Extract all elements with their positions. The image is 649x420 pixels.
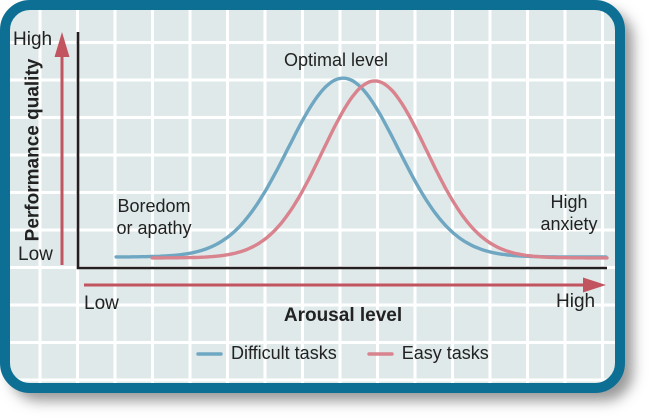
- annotation-boredom-line1: Boredom: [117, 196, 191, 216]
- annotation-anxiety-line2: anxiety: [540, 214, 598, 234]
- chart-legend: Difficult tasks Easy tasks: [196, 343, 489, 364]
- legend-label-difficult-tasks: Difficult tasks: [231, 343, 337, 363]
- annotation-anxiety-line1: High: [550, 192, 588, 212]
- annotation-boredom-line2: or apathy: [116, 218, 192, 238]
- legend-item-easy-tasks: Easy tasks: [367, 343, 489, 364]
- x-axis-title: Arousal level: [283, 305, 403, 326]
- annotation-boredom-apathy: Boredom or apathy: [116, 195, 191, 239]
- x-axis-high-tick: High: [556, 291, 596, 312]
- annotation-high-anxiety: High anxiety: [540, 191, 597, 235]
- legend-item-difficult-tasks: Difficult tasks: [196, 343, 337, 364]
- y-axis-title: Performance quality: [22, 58, 44, 242]
- legend-swatch-difficult-tasks-icon: [196, 351, 223, 356]
- legend-swatch-easy-tasks-icon: [367, 351, 394, 356]
- x-axis-low-tick: Low: [84, 293, 119, 314]
- annotation-optimal-level: Optimal level: [283, 50, 389, 70]
- y-axis-low-tick: Low: [18, 244, 53, 265]
- legend-label-easy-tasks: Easy tasks: [401, 343, 489, 363]
- y-axis-high-tick: High: [13, 29, 53, 50]
